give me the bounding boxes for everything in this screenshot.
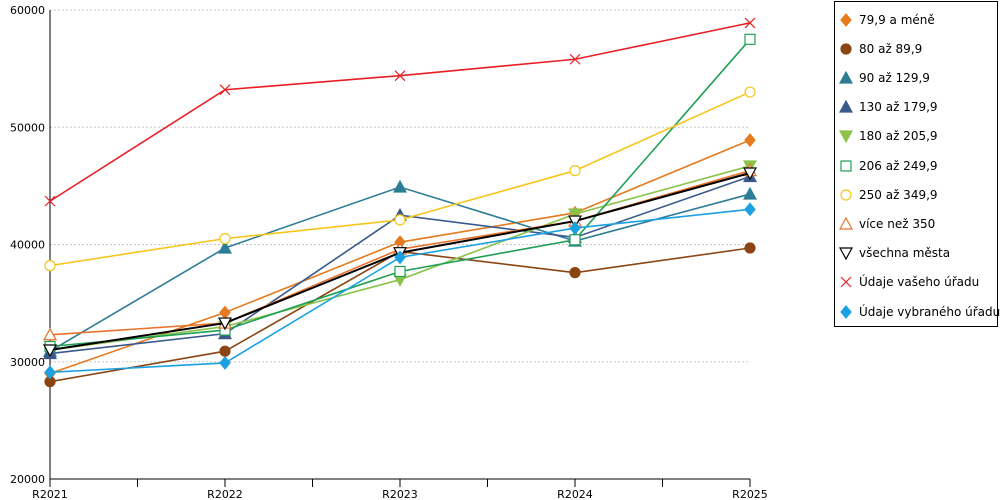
plot-area: 20000 30000 40000 50000 60000 R2021 R2022 R2023… xyxy=(10,4,768,500)
legend-item: více než 350 xyxy=(835,209,997,238)
legend-label: 130 až 179,9 xyxy=(859,100,938,115)
legend-label: 250 až 349,9 xyxy=(859,187,938,202)
legend-label: 80 až 89,9 xyxy=(859,41,923,56)
legend-item: 130 až 179,9 xyxy=(835,93,997,122)
data-point-marker xyxy=(392,179,408,193)
legend-marker xyxy=(838,247,854,261)
legend-marker xyxy=(838,99,854,113)
legend-marker-shape xyxy=(840,43,852,55)
legend-label: Údaje vybraného úřadu xyxy=(859,304,1000,319)
legend-item: všechna města xyxy=(835,239,997,268)
legend-marker xyxy=(840,12,852,27)
legend-marker xyxy=(840,304,852,319)
data-point-marker xyxy=(742,167,758,181)
data-point-marker xyxy=(569,221,581,236)
legend-marker-shape xyxy=(840,276,852,288)
legend-item: Údaje vašeho úřadu xyxy=(835,268,997,297)
legend-marker xyxy=(840,276,852,288)
legend-marker xyxy=(840,159,852,172)
data-point-marker xyxy=(569,267,581,279)
legend-label: více než 350 xyxy=(859,216,936,231)
legend-label: 90 až 129,9 xyxy=(859,70,930,85)
data-point-marker xyxy=(42,344,58,358)
legend-marker-shape xyxy=(840,12,852,27)
legend-marker xyxy=(838,130,854,144)
legend-marker-shape xyxy=(838,247,854,261)
legend-marker-shape xyxy=(840,159,852,172)
data-point-marker xyxy=(219,355,231,370)
legend-label: všechna města xyxy=(859,246,951,261)
x-tick-label: R2023 xyxy=(382,488,418,500)
data-point-marker xyxy=(394,70,406,82)
data-point-marker xyxy=(219,84,231,96)
data-point-marker xyxy=(394,265,406,278)
data-point-marker xyxy=(394,214,406,226)
legend-marker-shape xyxy=(838,216,854,230)
series-line-6 xyxy=(49,38,751,348)
data-point-marker xyxy=(742,186,758,200)
data-point-marker xyxy=(217,317,233,331)
series-line-10 xyxy=(49,22,751,202)
x-tick-label: R2022 xyxy=(207,488,243,500)
data-point-marker xyxy=(44,195,56,207)
legend-marker xyxy=(840,43,852,55)
data-point-marker xyxy=(217,240,233,254)
legend: 79,9 a méně 80 až 89,9 90 až 129,9 130 až 1… xyxy=(834,1,1000,327)
data-point-marker xyxy=(42,327,58,341)
legend-marker-shape xyxy=(838,99,854,113)
legend-marker-shape xyxy=(840,189,852,201)
legend-item: 250 až 349,9 xyxy=(835,180,997,209)
data-point-marker xyxy=(744,133,756,148)
legend-label: Údaje vašeho úřadu xyxy=(859,275,980,290)
data-point-marker xyxy=(744,17,756,29)
data-point-marker xyxy=(744,33,756,45)
legend-label: 206 až 249,9 xyxy=(859,158,938,173)
legend-label: 180 až 205,9 xyxy=(859,129,938,144)
y-tick-label: 40000 xyxy=(10,239,45,252)
data-point-marker xyxy=(219,345,231,357)
x-tick-label: R2021 xyxy=(32,488,68,500)
data-point-marker xyxy=(569,234,581,246)
data-point-marker xyxy=(44,260,56,272)
legend-item: 79,9 a méně xyxy=(835,5,997,34)
legend-item: Údaje vybraného úřadu xyxy=(835,297,1000,326)
legend-item: 206 až 249,9 xyxy=(835,151,997,180)
y-tick-label: 20000 xyxy=(10,473,45,486)
legend-item: 90 až 129,9 xyxy=(835,63,997,92)
legend-marker xyxy=(838,216,854,230)
legend-marker-shape xyxy=(840,304,852,319)
data-point-marker xyxy=(744,202,756,217)
series-line-11 xyxy=(49,208,751,374)
legend-label: 79,9 a méně xyxy=(859,12,935,27)
data-point-marker xyxy=(394,250,406,265)
data-point-marker xyxy=(744,242,756,254)
y-tick-label: 50000 xyxy=(10,121,45,134)
legend-marker-shape xyxy=(838,70,854,84)
legend-marker xyxy=(838,70,854,84)
y-tick-label: 30000 xyxy=(10,356,45,369)
legend-marker-shape xyxy=(838,130,854,144)
data-point-marker xyxy=(219,233,231,245)
legend-marker xyxy=(840,189,852,201)
x-tick-label: R2024 xyxy=(557,488,593,500)
data-point-marker xyxy=(569,53,581,65)
legend-item: 80 až 89,9 xyxy=(835,34,997,63)
legend-item: 180 až 205,9 xyxy=(835,122,997,151)
data-point-marker xyxy=(569,165,581,177)
data-point-marker xyxy=(744,86,756,98)
x-tick-label: R2025 xyxy=(732,488,768,500)
y-tick-label: 60000 xyxy=(10,4,45,17)
data-point-marker xyxy=(44,365,56,380)
